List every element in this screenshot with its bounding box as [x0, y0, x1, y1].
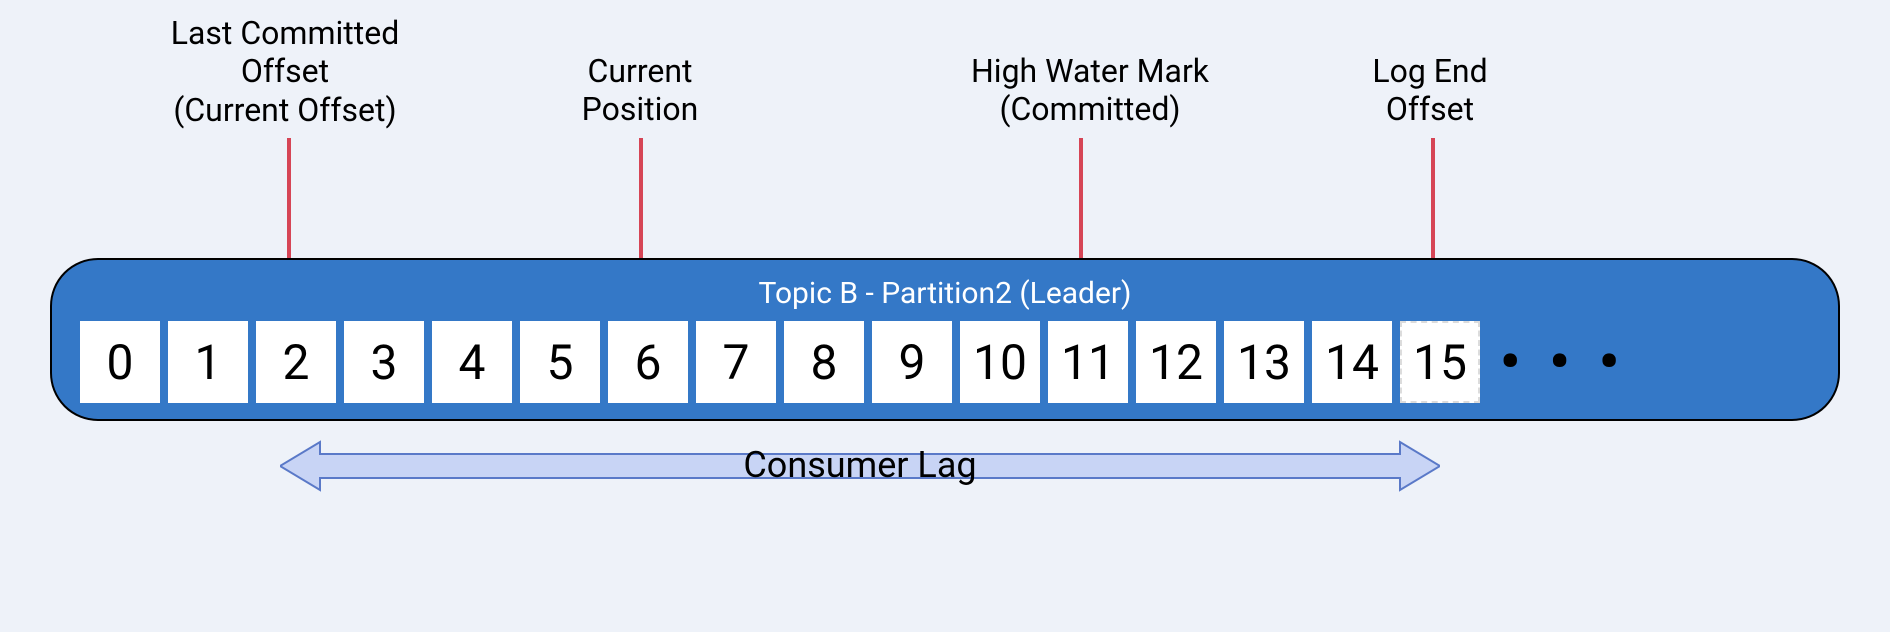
offset-cell-dashed: 15	[1400, 321, 1480, 403]
offset-cell: 3	[344, 321, 424, 403]
offset-cell: 6	[608, 321, 688, 403]
offset-cell: 11	[1048, 321, 1128, 403]
offset-cell: 8	[784, 321, 864, 403]
offset-cell: 7	[696, 321, 776, 403]
offset-cell: 14	[1312, 321, 1392, 403]
label-high-water-mark: High Water Mark (Committed)	[940, 52, 1240, 129]
partition-box: Topic B - Partition2 (Leader) 0 1 2 3 4 …	[50, 258, 1840, 421]
label-line: Offset	[150, 52, 420, 90]
consumer-lag-label: Consumer Lag	[280, 444, 1440, 486]
offset-cell: 1	[168, 321, 248, 403]
offset-cell: 10	[960, 321, 1040, 403]
offset-cell: 9	[872, 321, 952, 403]
label-line: Current	[540, 52, 740, 90]
offset-cell: 12	[1136, 321, 1216, 403]
offset-cell: 5	[520, 321, 600, 403]
consumer-lag-arrow: Consumer Lag	[280, 438, 1440, 498]
label-log-end-offset: Log End Offset	[1330, 52, 1530, 129]
diagram-canvas: Last Committed Offset (Current Offset) C…	[0, 0, 1890, 632]
label-line: Log End	[1330, 52, 1530, 90]
offset-cell: 13	[1224, 321, 1304, 403]
partition-title: Topic B - Partition2 (Leader)	[80, 276, 1810, 311]
label-line: Last Committed	[150, 14, 420, 52]
label-last-committed: Last Committed Offset (Current Offset)	[150, 14, 420, 129]
offset-cell: 2	[256, 321, 336, 403]
ellipsis: • • •	[1500, 331, 1627, 394]
label-line: High Water Mark	[940, 52, 1240, 90]
label-line: Position	[540, 90, 740, 128]
label-line: (Committed)	[940, 90, 1240, 128]
label-current-position: Current Position	[540, 52, 740, 129]
offset-cell: 4	[432, 321, 512, 403]
offset-cell: 0	[80, 321, 160, 403]
label-line: (Current Offset)	[150, 91, 420, 129]
label-line: Offset	[1330, 90, 1530, 128]
partition-cells: 0 1 2 3 4 5 6 7 8 9 10 11 12 13 14 15 • …	[80, 321, 1810, 403]
